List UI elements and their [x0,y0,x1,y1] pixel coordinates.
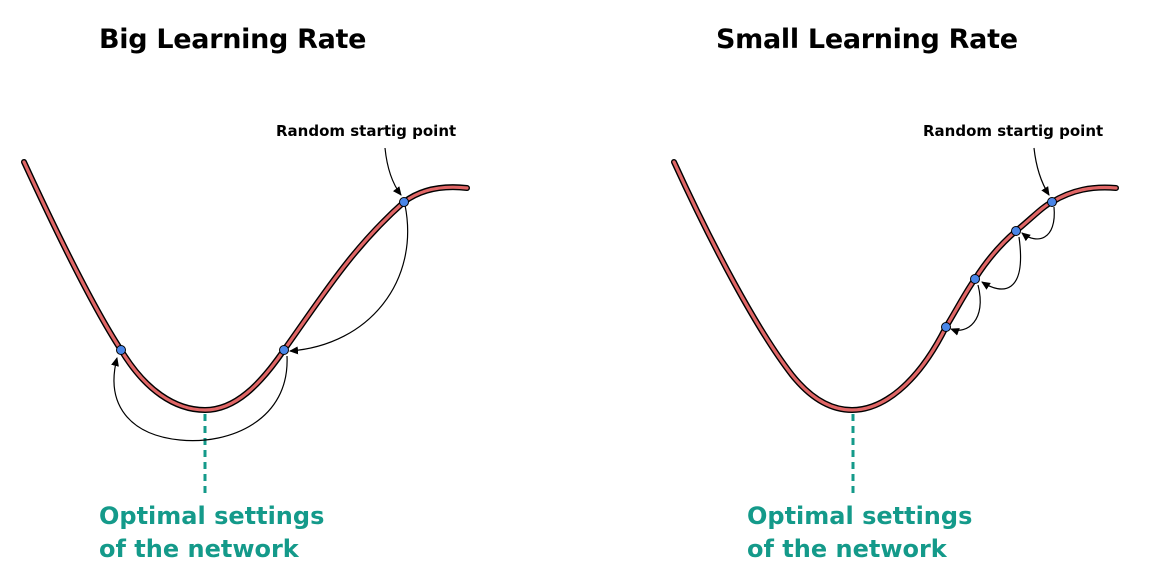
start-point-marker [399,197,409,207]
gradient-step-arrow-3 [950,284,981,336]
start-point-label: Random startig point [923,122,1104,140]
gradient-step-arrow-2 [981,236,1021,290]
gradient-step-arrow-1 [289,204,409,355]
optimal-label-line-1: Optimal settings [99,502,325,530]
small-learning-rate-panel: Small Learning Rate Random startig point… [582,0,1164,566]
gradient-step-arrow-1 [1021,206,1055,242]
big-lr-diagram [21,147,470,494]
point-marker-step-1 [279,345,289,355]
optimal-label-line-1: Optimal settings [747,502,973,530]
big-learning-rate-panel: Big Learning Rate Random startig point O… [21,24,470,566]
point-marker-step-2 [970,274,980,284]
panel-title: Big Learning Rate [99,24,367,55]
start-point-marker [1047,197,1057,207]
point-marker-step-1 [1011,226,1021,236]
point-marker-step-2 [116,345,126,355]
start-pointer-arrow [384,147,402,196]
start-pointer-arrow [1033,147,1050,196]
start-point-label: Random startig point [276,122,457,140]
small-lr-diagram [671,147,1119,494]
optimal-settings-label: Optimal settings of the network [99,500,324,566]
optimal-label-line-2: of the network [99,535,299,563]
optimal-settings-label: Optimal settings of the network [747,500,972,566]
gradient-step-arrow-2 [111,355,288,442]
panel-title: Small Learning Rate [716,24,1018,55]
optimal-label-line-2: of the network [747,535,947,563]
point-marker-step-3 [941,322,951,332]
